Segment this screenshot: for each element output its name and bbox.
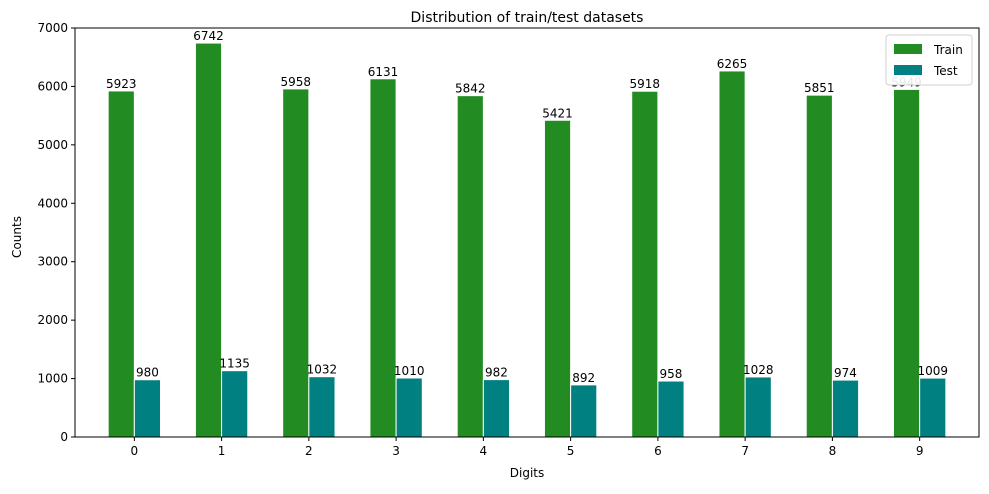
bar-label-test-7: 1028 [743, 363, 774, 377]
x-tick-label: 1 [218, 444, 226, 458]
bar-label-train-1: 6742 [193, 29, 224, 43]
y-axis-title: Counts [10, 216, 24, 258]
bar-test-4 [482, 379, 511, 438]
bar-test-5 [570, 384, 598, 438]
bar-label-test-4: 982 [485, 366, 508, 380]
bar-label-test-2: 1032 [307, 363, 338, 377]
bar-test-1 [221, 370, 249, 438]
chart-title: Distribution of train/test datasets [411, 10, 644, 26]
bar-train-7 [718, 70, 746, 438]
bar-test-2 [308, 376, 336, 438]
y-tick-label: 4000 [37, 196, 68, 210]
bar-train-8 [805, 94, 833, 438]
legend-label-test: Test [933, 64, 958, 78]
bar-train-4 [456, 95, 484, 438]
y-tick-label: 7000 [37, 21, 68, 35]
legend-swatch-train [894, 44, 922, 54]
x-tick-label: 4 [480, 444, 488, 458]
bar-label-test-8: 974 [834, 366, 857, 380]
bar-label-test-6: 958 [660, 367, 683, 381]
bar-label-train-7: 6265 [717, 57, 748, 71]
bar-train-5 [543, 119, 572, 438]
y-tick-label: 1000 [37, 372, 68, 386]
x-tick-label: 7 [741, 444, 749, 458]
bar-test-9 [919, 377, 947, 438]
bar-label-train-0: 5923 [106, 77, 137, 91]
plot-area: 5923 6742 5958 6131 5842 5421 5918 6265 5851 5 9 4 9… [37, 21, 980, 458]
y-tick-label: 0 [60, 430, 68, 444]
bar-train-0 [107, 90, 135, 438]
bar-label-test-3: 1010 [394, 364, 425, 378]
y-tick-label: 5000 [37, 138, 68, 152]
bar-label-test-1: 1135 [219, 357, 250, 371]
bar-label-test-5: 892 [572, 371, 595, 385]
x-tick-label: 8 [829, 444, 837, 458]
bar-label-test-9: 1009 [917, 364, 948, 378]
bar-label-train-4: 5842 [455, 82, 486, 96]
bar-test-6 [657, 380, 685, 438]
legend-label-train: Train [933, 43, 963, 57]
y-tick-label: 6000 [37, 79, 68, 93]
bar-label-train-3: 6131 [368, 65, 399, 79]
bar-test-8 [831, 379, 860, 438]
x-axis-title: Digits [510, 466, 544, 480]
bar-train-1 [194, 42, 223, 438]
x-tick-label: 3 [392, 444, 400, 458]
x-axis: 0 1 2 3 4 5 6 7 8 9 [131, 437, 924, 458]
bar-label-train-6: 5918 [630, 77, 661, 91]
bar-test-7 [744, 376, 772, 438]
x-tick-label: 0 [131, 444, 139, 458]
plot-frame [74, 27, 980, 438]
x-tick-label: 9 [916, 444, 924, 458]
bar-train-3 [369, 78, 397, 438]
bars-group: 5923674259586131584254215918626558515949… [106, 29, 948, 438]
y-axis: 0 1000 2000 3000 4000 5000 6000 7000 [37, 21, 75, 444]
y-tick-label: 3000 [37, 255, 68, 269]
series-test: 980 1135 1032 1010 982 892 958 1028 974 1009 [133, 357, 948, 438]
y-tick-label: 2000 [37, 313, 68, 327]
x-tick-label: 6 [654, 444, 662, 458]
x-tick-label: 2 [305, 444, 313, 458]
bar-train-2 [282, 88, 310, 438]
bar-train-6 [631, 90, 659, 438]
bar-test-3 [395, 377, 423, 438]
bar-label-test-0: 980 [136, 366, 159, 380]
bar-label-train-2: 5958 [280, 75, 311, 89]
series-train: 5923674259586131584254215918626558515949 [106, 29, 922, 438]
legend-swatch-test [894, 65, 922, 75]
bar-train-9 [892, 88, 921, 438]
bar-label-train-5: 5421 [542, 106, 573, 120]
legend: Train Test [885, 34, 973, 86]
bar-test-0 [133, 379, 162, 438]
x-tick-label: 5 [567, 444, 575, 458]
bar-label-train-8: 5851 [804, 81, 835, 95]
